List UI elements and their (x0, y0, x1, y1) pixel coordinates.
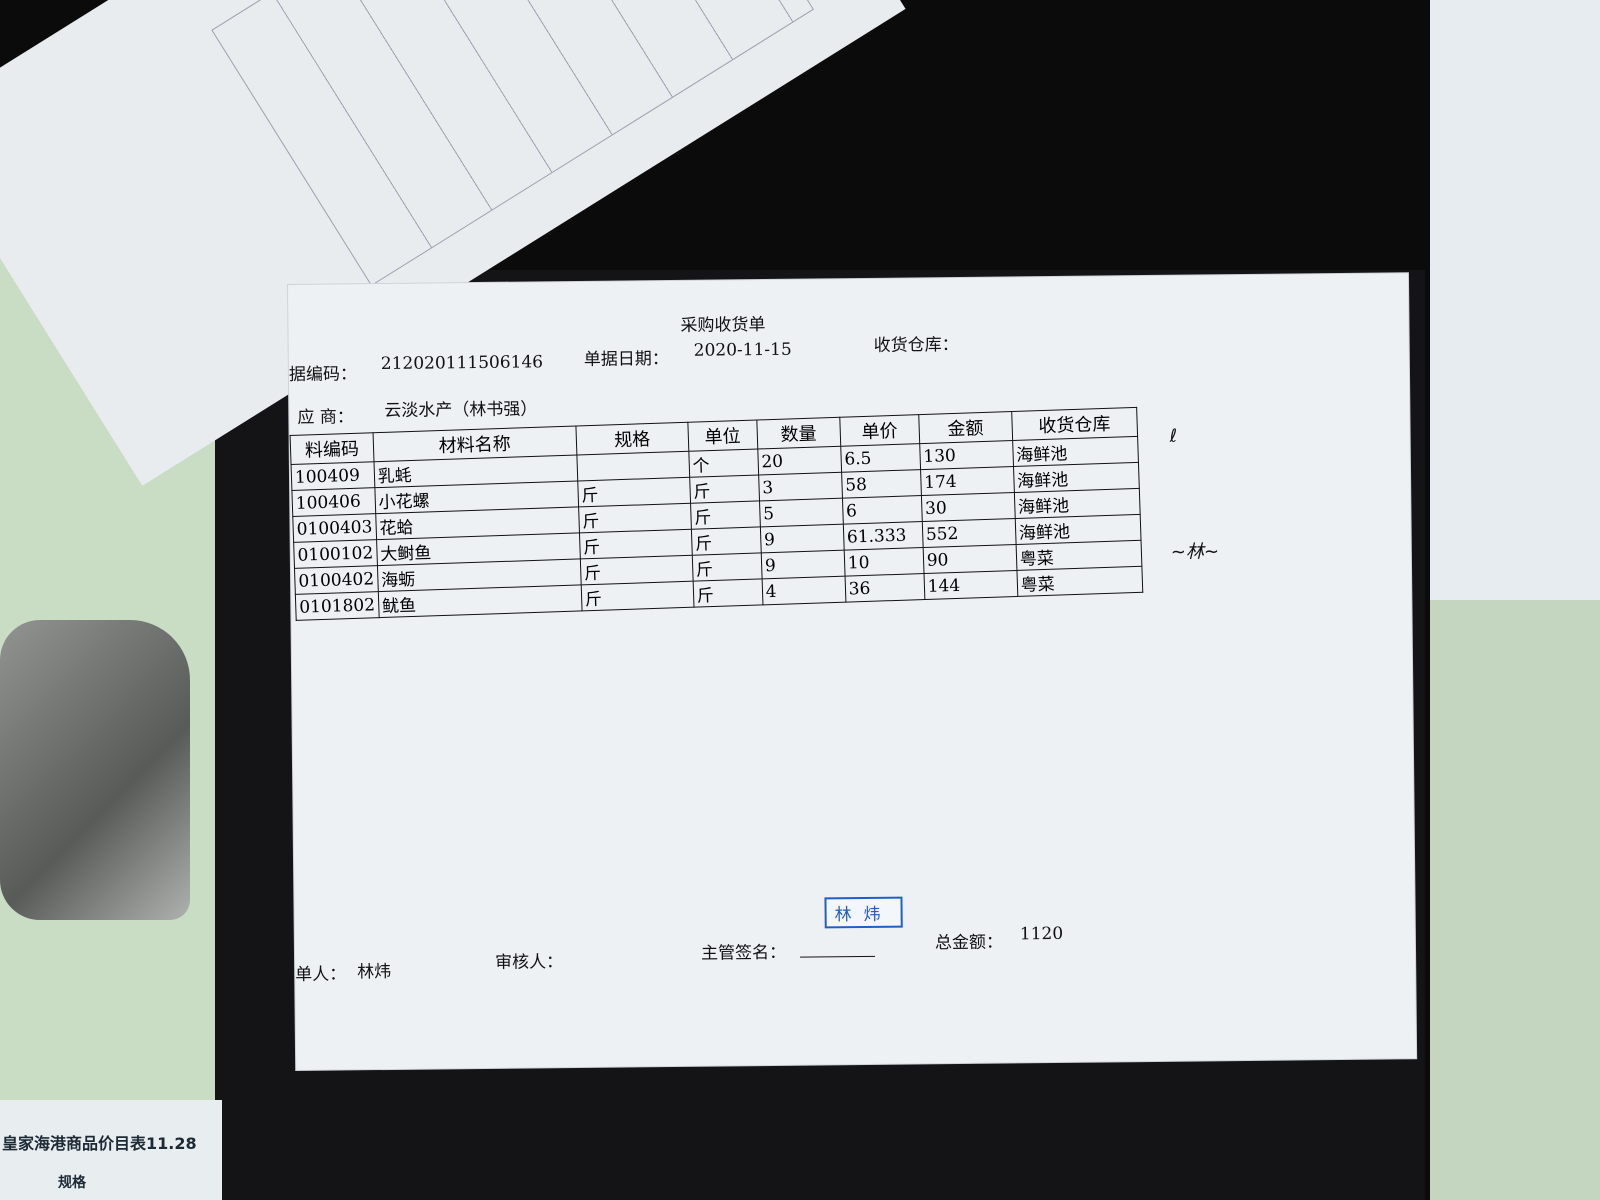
cell-qty: 4 (761, 576, 846, 605)
cell-unit: 斤 (691, 526, 761, 556)
cell-price: 6.5 (840, 443, 921, 473)
reviewer-label: 审核人： (495, 952, 564, 973)
cell-amount: 174 (920, 466, 1015, 496)
cell-unit: 斤 (692, 578, 763, 608)
supplier: 云淡水产（林书强） (384, 399, 538, 421)
cell-amount: 30 (921, 492, 1015, 522)
total: 1120 (1019, 923, 1064, 945)
receipt-grid (211, 0, 814, 287)
cell-code: 100409 (291, 461, 375, 491)
col-spec: 规格 (575, 422, 689, 455)
cell-spec (576, 451, 690, 481)
cell-price: 58 (841, 469, 922, 499)
cell-warehouse: 粤菜 (1016, 566, 1143, 597)
cell-qty: 3 (758, 472, 843, 501)
col-qty: 数量 (756, 417, 841, 449)
cell-qty: 9 (760, 550, 845, 579)
desk-surface-right (1430, 600, 1600, 1200)
supervisor-signature-line (799, 941, 876, 958)
col-unit: 单位 (687, 420, 758, 452)
cell-price: 6 (842, 495, 923, 525)
background-sheet (1430, 0, 1600, 701)
price-list-column: 规格 (58, 1175, 86, 1191)
maker-label: 单人： (295, 964, 347, 985)
cell-code: 100406 (291, 487, 376, 517)
total-label: 总金额： (934, 932, 1004, 954)
cell-spec: 斤 (577, 477, 691, 507)
col-amount: 金额 (918, 411, 1013, 444)
doc-no: 212020111506146 (380, 352, 544, 375)
col-warehouse: 收货仓库 (1011, 407, 1138, 441)
warehouse-label: 收货仓库： (873, 334, 959, 356)
cell-price: 36 (844, 573, 925, 603)
cell-spec: 斤 (578, 503, 692, 533)
col-code: 料编码 (290, 432, 374, 465)
price-list-title: 皇家海港商品价目表11.28 (2, 1134, 197, 1153)
cell-qty: 20 (757, 446, 842, 475)
cell-code: 0100402 (294, 565, 379, 595)
approval-stamp: 林炜 (824, 896, 903, 929)
cell-unit: 斤 (689, 474, 760, 504)
cell-amount: 90 (922, 544, 1017, 574)
date-label: 单据日期： (583, 349, 669, 370)
cell-amount: 552 (922, 518, 1016, 548)
date: 2020-11-15 (693, 339, 792, 361)
cell-code: 0100403 (292, 513, 377, 543)
cell-amount: 144 (923, 570, 1018, 600)
col-price: 单价 (839, 414, 920, 447)
cell-code: 0100102 (293, 539, 378, 569)
items-table: 料编码 材料名称 规格 单位 数量 单价 金额 收货仓库 100409 乳蚝个 20… (290, 407, 1143, 621)
supervisor-label: 主管签名： (700, 942, 787, 964)
staple-remover (0, 620, 190, 920)
cell-qty: 5 (759, 498, 844, 527)
supplier-label: 应 商： (297, 407, 354, 428)
cell-unit: 斤 (691, 552, 762, 582)
cell-spec: 斤 (580, 581, 694, 611)
cell-price: 10 (843, 547, 924, 577)
handwritten-signature-2: ~林~ (1170, 541, 1220, 563)
price-list-sheet: 皇家海港商品价目表11.28 规格 (0, 1100, 222, 1200)
cell-code: 0101802 (295, 591, 379, 621)
cell-spec: 斤 (579, 529, 692, 559)
cell-spec: 斤 (580, 555, 693, 585)
cell-qty: 9 (760, 524, 844, 553)
purchase-receipt: 采购收货单 据编码： 212020111506146 单据日期： 2020-11… (288, 273, 1417, 1070)
handwritten-signature: ℓ (1169, 425, 1178, 447)
document-title: 采购收货单 (680, 315, 766, 336)
cell-amount: 130 (919, 440, 1014, 470)
doc-no-label: 据编码： (288, 364, 358, 385)
cell-unit: 斤 (690, 500, 761, 530)
maker: 林炜 (357, 961, 392, 983)
cell-price: 61.333 (843, 521, 923, 551)
cell-unit: 个 (688, 448, 759, 478)
